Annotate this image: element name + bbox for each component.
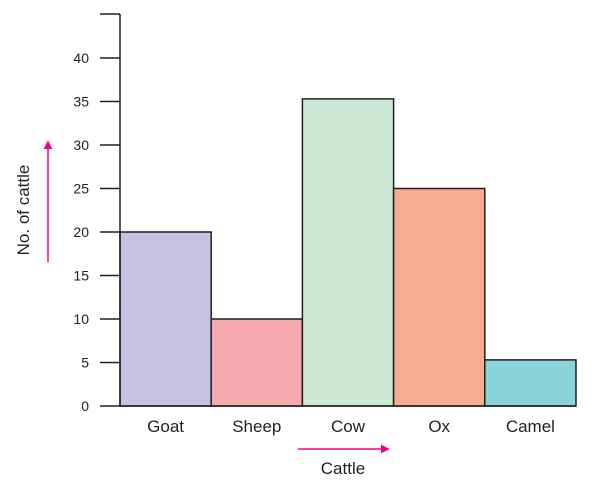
x-category-label: Cow <box>331 417 366 436</box>
x-category-label: Camel <box>506 417 555 436</box>
y-tick-label: 15 <box>73 268 89 284</box>
y-tick-label: 0 <box>81 398 89 414</box>
axes <box>100 13 576 407</box>
x-category-label: Goat <box>147 417 184 436</box>
y-tick-label: 35 <box>73 94 89 110</box>
y-tick-label: 25 <box>73 181 89 197</box>
y-tick-label: 10 <box>73 311 89 327</box>
bar-goat <box>119 231 212 407</box>
x-category-label: Ox <box>428 417 450 436</box>
y-tick-label: 40 <box>73 50 89 66</box>
bar-camel <box>484 359 577 407</box>
x-axis-categories: Goat Sheep Cow Ox Camel <box>147 417 555 436</box>
bar-ox <box>392 187 486 407</box>
y-tick-label: 30 <box>73 137 89 153</box>
y-axis-title: No. of cattle <box>14 165 33 256</box>
y-tick-label: 20 <box>73 224 89 240</box>
x-category-label: Sheep <box>232 417 281 436</box>
bars <box>119 98 577 407</box>
y-axis-ticks: 0 5 10 15 20 25 30 35 40 <box>73 50 120 414</box>
bar-cow <box>301 98 395 407</box>
x-axis-title: Cattle <box>321 459 365 478</box>
bar-sheep <box>210 318 304 407</box>
y-tick-label: 5 <box>81 355 89 371</box>
